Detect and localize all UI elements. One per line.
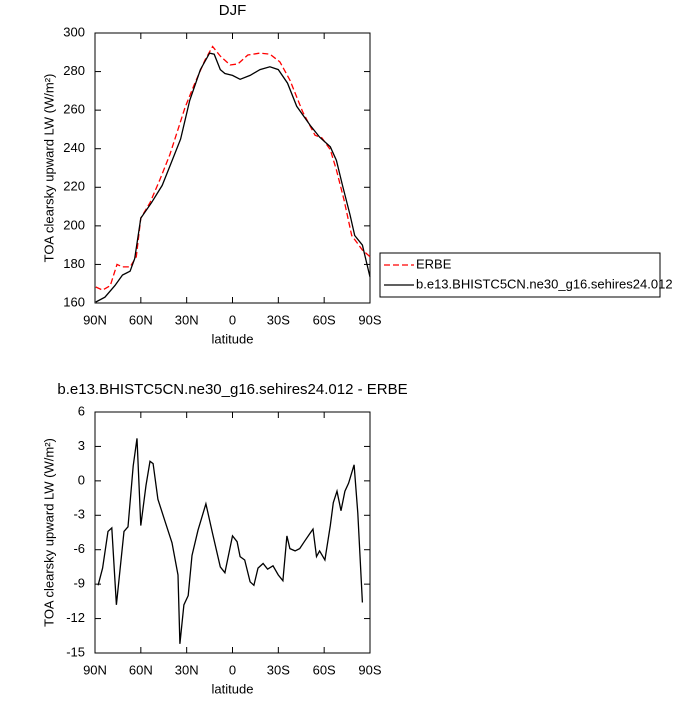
plot-frame <box>94 32 371 304</box>
chart-title: b.e13.BHISTC5CN.ne30_g16.sehires24.012 -… <box>57 381 407 398</box>
y-tick-label: 240 <box>63 140 85 155</box>
y-tick-label: -15 <box>66 644 85 659</box>
x-tick-label: 60S <box>313 662 336 677</box>
y-tick-label: 260 <box>63 102 85 117</box>
y-tick-label: -9 <box>73 576 85 591</box>
x-tick-label: 60N <box>129 312 153 327</box>
y-axis-label: TOA clearsky upward LW (W/m²) <box>41 438 56 627</box>
y-axis-label: TOA clearsky upward LW (W/m²) <box>41 74 56 263</box>
x-tick-label: 30S <box>267 662 290 677</box>
x-tick-label: 90S <box>358 312 381 327</box>
y-tick-label: 3 <box>78 438 85 453</box>
y-tick-label: 300 <box>63 24 85 39</box>
legend-label: b.e13.BHISTC5CN.ne30_g16.sehires24.012 <box>416 276 673 291</box>
y-tick-label: -12 <box>66 610 85 625</box>
x-tick-label: 90N <box>83 662 107 677</box>
x-tick-label: 60N <box>129 662 153 677</box>
legend-box <box>379 252 661 298</box>
y-tick-label: 180 <box>63 256 85 271</box>
x-tick-label: 30S <box>267 312 290 327</box>
plot-frame <box>94 411 371 654</box>
chart-title: DJF <box>219 2 247 19</box>
y-tick-label: 160 <box>63 294 85 309</box>
x-tick-label: 0 <box>229 662 236 677</box>
y-tick-label: 280 <box>63 63 85 78</box>
y-tick-label: 0 <box>78 472 85 487</box>
y-tick-label: -3 <box>73 507 85 522</box>
x-axis-label: latitude <box>212 331 254 346</box>
legend-label: ERBE <box>416 256 452 271</box>
y-tick-label: 6 <box>78 403 85 418</box>
y-tick-label: 220 <box>63 179 85 194</box>
y-tick-label: 200 <box>63 217 85 232</box>
x-tick-label: 90N <box>83 312 107 327</box>
series-line <box>95 45 371 291</box>
x-tick-label: 30N <box>175 312 199 327</box>
series-line <box>97 438 364 644</box>
x-axis-label: latitude <box>212 681 254 696</box>
x-tick-label: 90S <box>358 662 381 677</box>
y-tick-label: -6 <box>73 541 85 556</box>
series-line <box>95 52 371 303</box>
x-tick-label: 30N <box>175 662 199 677</box>
x-tick-label: 0 <box>229 312 236 327</box>
x-tick-label: 60S <box>313 312 336 327</box>
